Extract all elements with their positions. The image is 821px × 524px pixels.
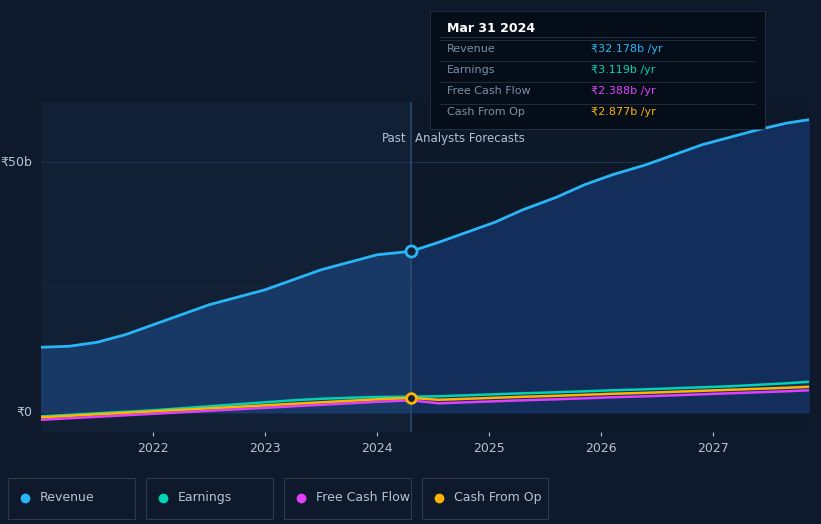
Text: ₹50b: ₹50b (0, 156, 32, 169)
Text: ₹2.388b /yr: ₹2.388b /yr (591, 86, 656, 96)
Text: Free Cash Flow: Free Cash Flow (315, 492, 410, 504)
Text: Mar 31 2024: Mar 31 2024 (447, 21, 535, 35)
Text: ₹0: ₹0 (16, 406, 32, 419)
Bar (284, 477, 410, 519)
Text: Cash From Op: Cash From Op (447, 107, 525, 117)
Text: Free Cash Flow: Free Cash Flow (447, 86, 530, 96)
Bar (146, 477, 273, 519)
Text: Analysts Forecasts: Analysts Forecasts (415, 132, 525, 145)
Text: Revenue: Revenue (447, 43, 496, 54)
Text: Revenue: Revenue (39, 492, 94, 504)
Bar (422, 477, 548, 519)
Text: ₹32.178b /yr: ₹32.178b /yr (591, 43, 663, 54)
Text: Past: Past (382, 132, 406, 145)
Bar (8, 477, 135, 519)
Text: ₹2.877b /yr: ₹2.877b /yr (591, 107, 656, 117)
Text: Cash From Op: Cash From Op (453, 492, 541, 504)
Text: Earnings: Earnings (178, 492, 232, 504)
Text: ₹3.119b /yr: ₹3.119b /yr (591, 65, 655, 75)
Text: Earnings: Earnings (447, 65, 495, 75)
Bar (41, 102, 410, 432)
